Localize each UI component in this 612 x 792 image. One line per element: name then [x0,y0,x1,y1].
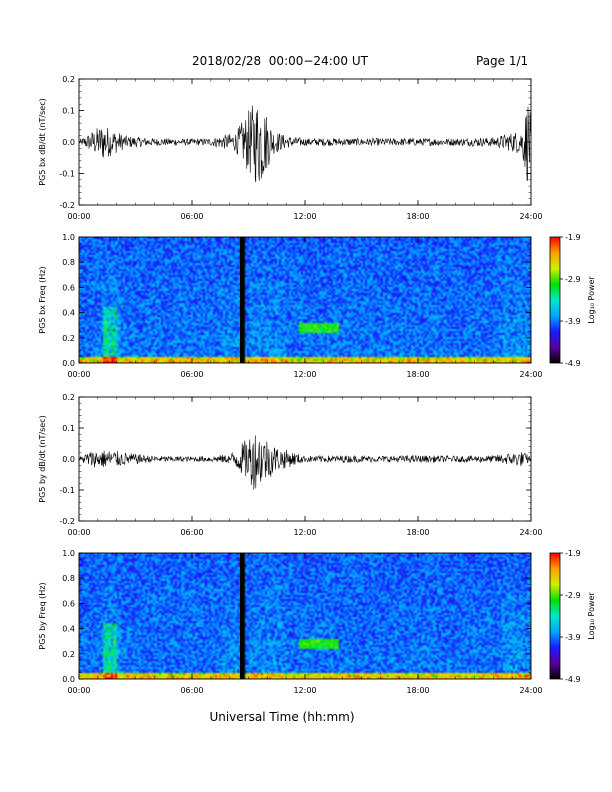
y-tick-label: 0.0 [62,675,75,684]
spectrogram-image-2 [79,237,531,363]
plot-title: 2018/02/28 00:00−24:00 UT [192,54,368,68]
y-tick-label: 0.1 [62,424,75,433]
x-tick-label: 12:00 [293,212,316,221]
y-tick-label: -0.1 [59,486,75,495]
y-tick-label: 1.0 [62,233,75,242]
y-tick-label: 0.2 [62,393,75,402]
x-tick-label: 06:00 [180,370,203,379]
y-tick-label: -0.1 [59,170,75,179]
panel-4: -1.9 -2.9 -3.9 -4.9 Log₁₀ Power 1.0 0.8 0.6 0.4 0… [38,549,596,695]
y-tick-label: 0.4 [62,625,75,634]
y-axis-label: PG5 bx dB/dt (nT/sec) [38,98,47,185]
x-axis-label: Universal Time (hh:mm) [209,710,354,724]
x-tick-label: 00:00 [67,686,90,695]
x-tick-label: 00:00 [67,528,90,537]
colorbar-tick-label: -2.9 [565,275,581,284]
y-axis-label: PG5 by Freq (Hz) [38,582,47,649]
x-tick-label: 12:00 [293,370,316,379]
x-tick-label: 06:00 [180,212,203,221]
waveform-line-1 [79,105,531,183]
x-tick-label: 24:00 [519,686,542,695]
colorbar-label: Log₁₀ Power [587,276,596,324]
panel-3: 0.2 0.1 0.0 -0.1 -0.2 00:00 06:00 12:00 18:00 24:… [38,393,543,537]
y-tick-label: 0.8 [62,574,75,583]
y-tick-label: 0.8 [62,258,75,267]
y-tick-label: 0.2 [62,650,75,659]
page-indicator: Page 1/1 [476,54,529,68]
panel-1: 0.2 0.1 0.0 -0.1 -0.2 00:00 06:00 12:00 18:00 24:… [38,75,543,221]
y-tick-label: 0.0 [62,138,75,147]
y-tick-label: 0.1 [62,107,75,116]
y-tick-label: 0.6 [62,599,75,608]
spectrogram-image-4 [79,553,531,679]
y-tick-label: 0.4 [62,309,75,318]
data-gap-bar-2 [239,237,244,363]
x-tick-label: 06:00 [180,528,203,537]
y-tick-label: 0.6 [62,283,75,292]
y-tick-label: 1.0 [62,549,75,558]
y-axis-label: PG5 bx Freq (Hz) [38,266,47,333]
colorbar-tick-label: -4.9 [565,675,581,684]
colorbar-tick-label: -3.9 [565,317,581,326]
colorbar-label: Log₁₀ Power [587,592,596,640]
x-tick-label: 18:00 [406,528,429,537]
y-tick-label: 0.2 [62,334,75,343]
colorbar-tick-label: -1.9 [565,549,581,558]
x-tick-label: 18:00 [406,370,429,379]
x-tick-label: 18:00 [406,212,429,221]
y-tick-label: -0.2 [59,201,75,210]
x-tick-label: 00:00 [67,370,90,379]
x-tick-label: 24:00 [519,528,542,537]
x-tick-label: 12:00 [293,686,316,695]
y-tick-label: -0.2 [59,517,75,526]
y-tick-label: 0.0 [62,455,75,464]
colorbar-tick-label: -4.9 [565,359,581,368]
x-tick-label: 06:00 [180,686,203,695]
y-tick-label: 0.2 [62,75,75,84]
data-gap-bar-4 [239,553,244,679]
colorbar-4 [549,552,561,680]
colorbar-tick-label: -3.9 [565,633,581,642]
y-tick-label: 0.0 [62,359,75,368]
x-tick-label: 12:00 [293,528,316,537]
x-tick-label: 00:00 [67,212,90,221]
colorbar-2 [549,236,561,364]
colorbar-tick-label: -2.9 [565,591,581,600]
y-axis-label: PG5 by dB/dt (nT/sec) [38,415,47,502]
waveform-line-3 [79,435,531,490]
x-tick-label: 24:00 [519,370,542,379]
colorbar-tick-label: -1.9 [565,233,581,242]
panel-2: -1.9 -2.9 -3.9 -4.9 Log₁₀ Power 1.0 0.8 0.6 0.4 0… [38,233,596,379]
x-tick-label: 18:00 [406,686,429,695]
x-tick-label: 24:00 [519,212,542,221]
